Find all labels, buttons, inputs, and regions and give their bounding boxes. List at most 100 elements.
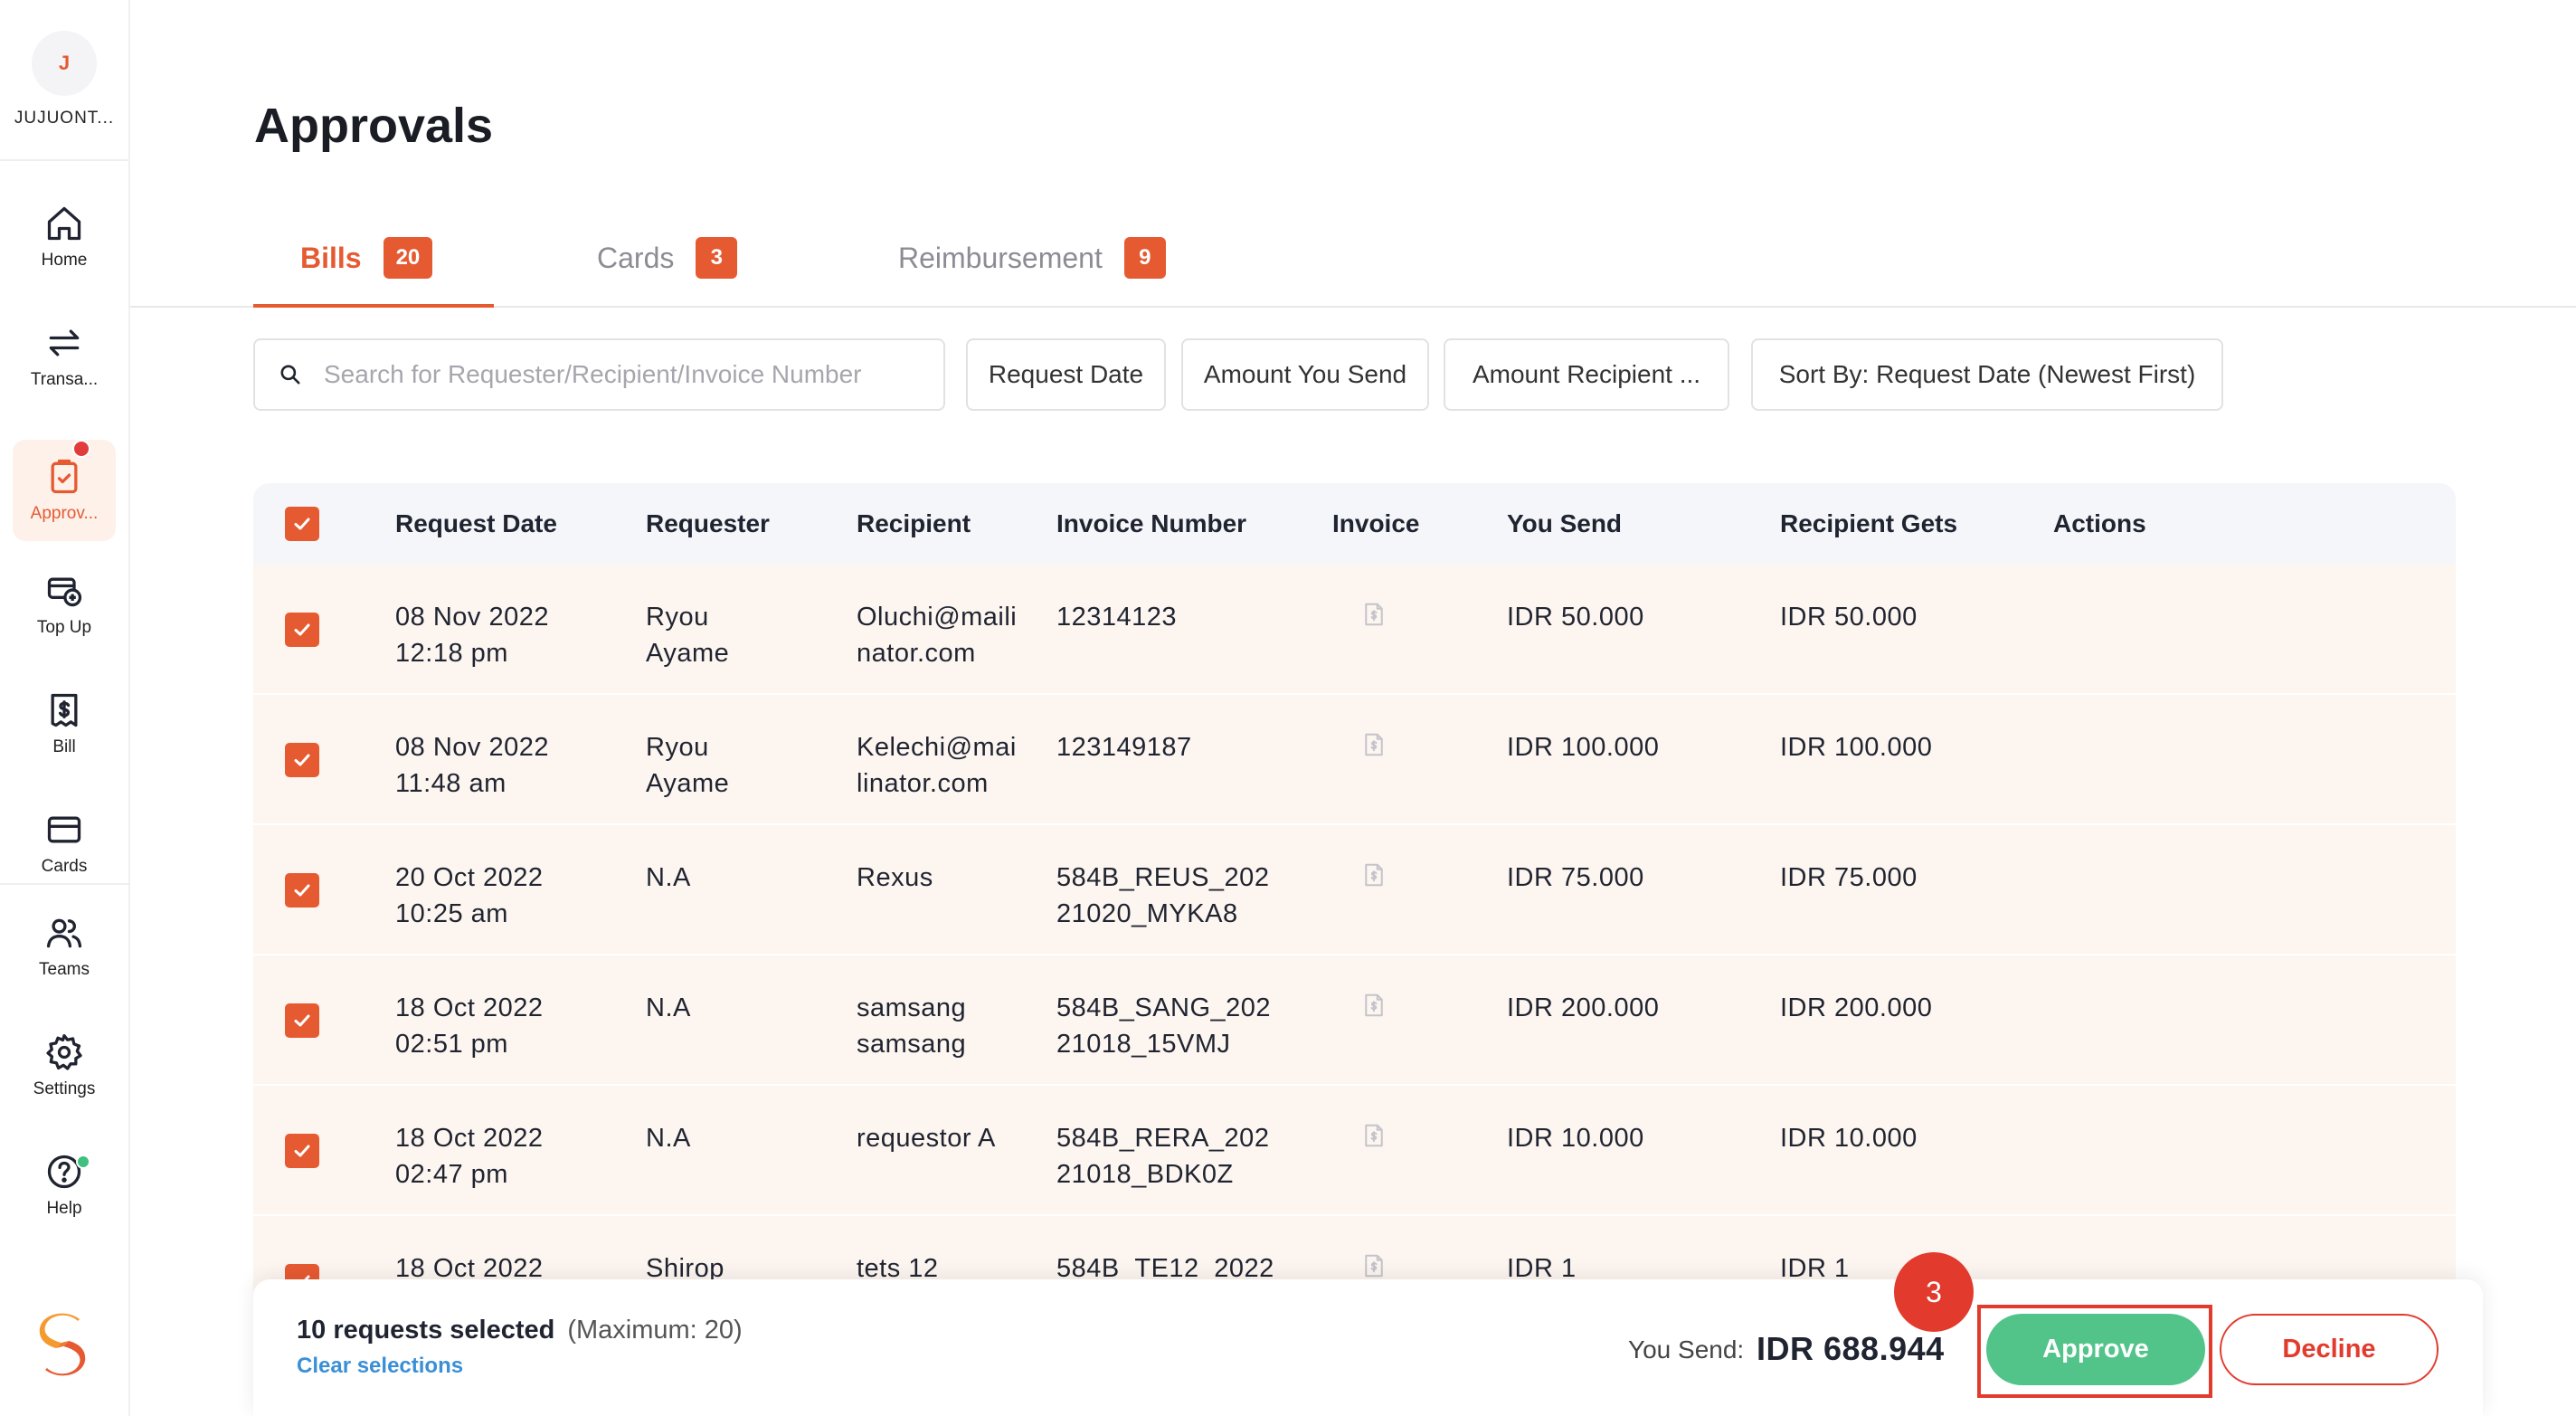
select-all-checkbox[interactable]	[285, 507, 319, 541]
brand-logo	[39, 1313, 86, 1376]
search-icon	[280, 365, 300, 385]
avatar[interactable]: J	[32, 31, 97, 96]
header-request-date[interactable]: Request Date	[395, 509, 557, 537]
decline-button[interactable]: Decline	[2220, 1314, 2439, 1385]
invoice-document-icon[interactable]	[1360, 861, 1387, 889]
home-icon	[47, 206, 81, 241]
approve-button[interactable]: Approve	[1986, 1314, 2205, 1385]
sort-by-dropdown[interactable]: Sort By: Request Date (Newest First)	[1751, 338, 2223, 411]
step-marker: 3	[1894, 1252, 1974, 1332]
cell-invoice-number: 123149187	[1056, 733, 1192, 762]
invoice-document-icon[interactable]	[1360, 992, 1387, 1019]
sidebar-item-label: Help	[46, 1199, 82, 1218]
check-icon	[294, 884, 310, 897]
clear-selections-link[interactable]: Clear selections	[297, 1354, 464, 1378]
cell-requester: Shirop	[646, 1254, 724, 1283]
approve-highlight-box	[1977, 1305, 2212, 1398]
request-date-filter[interactable]: Request Date	[966, 338, 1166, 411]
check-icon	[294, 1014, 310, 1027]
row-checkbox[interactable]	[285, 743, 319, 777]
cell-requester: N.A	[646, 993, 691, 1022]
selected-count-text: 10 requests selected	[297, 1316, 555, 1345]
cell-request-time: 02:51 pm	[395, 1030, 508, 1059]
check-icon	[294, 623, 310, 636]
tab-bills[interactable]: Bills 20	[300, 208, 433, 308]
card-icon	[47, 816, 81, 843]
sidebar-item-approvals[interactable]: Approv...	[13, 440, 116, 541]
search-input[interactable]	[324, 360, 903, 389]
cell-recipient-gets: IDR 75.000	[1780, 863, 1918, 892]
invoice-document-icon[interactable]	[1360, 731, 1387, 758]
cell-invoice-number: 12314123	[1056, 603, 1178, 632]
row-checkbox[interactable]	[285, 1134, 319, 1168]
table-row[interactable]: 18 Oct 2022 02:47 pm N.A requestor A 584B_RE…	[253, 1086, 2456, 1216]
sidebar-item-teams[interactable]: Teams	[13, 896, 116, 997]
sidebar-item-label: Cards	[41, 857, 88, 876]
cell-requester: Ryou	[646, 733, 709, 762]
cell-invoice-number: 584B_RERA_202	[1056, 1124, 1270, 1153]
notification-dot	[76, 1155, 90, 1169]
header-recipient-gets[interactable]: Recipient Gets	[1780, 509, 1958, 537]
total-you-send-label: You Send:	[1628, 1335, 1745, 1364]
cell-recipient-gets: IDR 10.000	[1780, 1124, 1918, 1153]
sidebar-item-top-up[interactable]: Top Up	[13, 554, 116, 655]
cell-recipient-gets: IDR 50.000	[1780, 603, 1918, 632]
table-row[interactable]: 18 Oct 2022 02:51 pm N.A samsang samsang 584B…	[253, 955, 2456, 1086]
cell-request-date: 20 Oct 2022	[395, 863, 544, 892]
table-row[interactable]: 08 Nov 2022 11:48 am Ryou Ayame Kelechi@mai l…	[253, 695, 2456, 825]
cell-you-send: IDR 50.000	[1507, 603, 1644, 632]
table-row[interactable]: 08 Nov 2022 12:18 pm Ryou Ayame Oluchi@maili…	[253, 565, 2456, 695]
cell-recipient-gets: IDR 200.000	[1780, 993, 1933, 1022]
search-box[interactable]	[253, 338, 945, 411]
check-icon	[294, 754, 310, 766]
sidebar-item-help[interactable]: Help	[13, 1135, 116, 1236]
cell-recipient-line2: samsang	[857, 1030, 967, 1059]
cell-request-time: 02:47 pm	[395, 1160, 508, 1189]
header-invoice: Invoice	[1332, 509, 1420, 537]
approval-tabs: Bills 20 Cards 3 Reimbursement 9	[130, 208, 2576, 308]
sidebar-item-home[interactable]: Home	[13, 186, 116, 288]
tab-label: Reimbursement	[898, 241, 1103, 274]
cell-invoice-number: 584B_TE12_2022	[1056, 1254, 1274, 1283]
header-invoice-number[interactable]: Invoice Number	[1056, 509, 1247, 537]
sidebar-item-bill[interactable]: Bill	[13, 673, 116, 775]
row-checkbox[interactable]	[285, 613, 319, 647]
sidebar-item-label: Teams	[39, 960, 90, 979]
check-icon	[294, 518, 310, 530]
cell-recipient-gets: IDR 1	[1780, 1254, 1850, 1283]
cell-you-send: IDR 200.000	[1507, 993, 1660, 1022]
sidebar-item-transactions[interactable]: Transa...	[13, 306, 116, 407]
bills-table: Request Date Requester Recipient Invoice…	[253, 483, 2456, 1346]
table-row[interactable]: 20 Oct 2022 10:25 am N.A Rexus 584B_REUS_202…	[253, 825, 2456, 955]
sidebar-item-settings[interactable]: Settings	[13, 1015, 116, 1117]
invoice-document-icon[interactable]	[1360, 1252, 1387, 1279]
gear-icon	[46, 1034, 82, 1070]
amount-recipient-filter[interactable]: Amount Recipient ...	[1444, 338, 1729, 411]
cell-request-date: 08 Nov 2022	[395, 733, 549, 762]
check-icon	[294, 1145, 310, 1157]
sidebar-item-label: Transa...	[30, 370, 99, 389]
row-checkbox[interactable]	[285, 873, 319, 908]
cell-requester: N.A	[646, 1124, 691, 1153]
header-requester[interactable]: Requester	[646, 509, 770, 537]
tab-cards[interactable]: Cards 3	[597, 208, 738, 308]
cell-invoice-number: 584B_REUS_202	[1056, 863, 1270, 892]
row-checkbox[interactable]	[285, 1003, 319, 1038]
header-actions: Actions	[2053, 509, 2146, 537]
org-profile[interactable]: J JUJUONT...	[0, 0, 128, 161]
sidebar-item-cards[interactable]: Cards	[13, 793, 116, 894]
tab-reimbursement[interactable]: Reimbursement 9	[898, 208, 1166, 308]
sidebar-divider	[0, 883, 130, 885]
sidebar: J JUJUONT... Home Transa... Approv... To…	[0, 0, 130, 1416]
cell-you-send: IDR 100.000	[1507, 733, 1660, 762]
header-you-send[interactable]: You Send	[1507, 509, 1623, 537]
invoice-document-icon[interactable]	[1360, 601, 1387, 628]
header-recipient[interactable]: Recipient	[857, 509, 971, 537]
cell-invoice-number-line2: 21020_MYKA8	[1056, 899, 1238, 928]
cell-request-date: 18 Oct 2022	[395, 993, 544, 1022]
cell-recipient: Kelechi@mai	[857, 733, 1017, 762]
transfer-icon	[49, 329, 80, 356]
amount-you-send-filter[interactable]: Amount You Send	[1181, 338, 1429, 411]
invoice-document-icon[interactable]	[1360, 1122, 1387, 1149]
help-icon	[47, 1155, 81, 1189]
